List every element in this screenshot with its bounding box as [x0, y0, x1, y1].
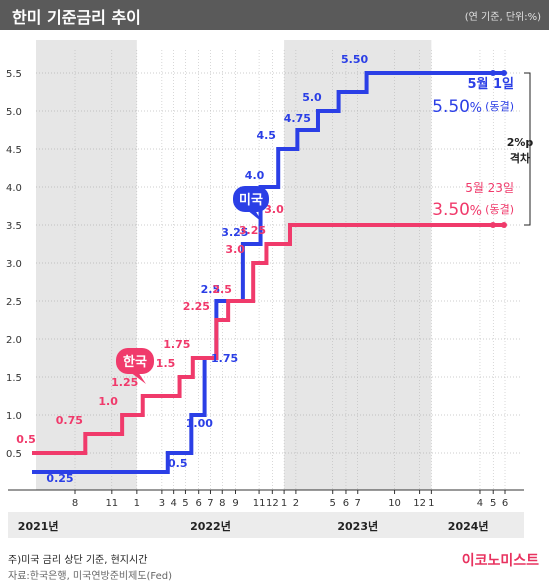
x-tick-label: 4 — [477, 498, 483, 509]
x-tick-label: 4 — [170, 498, 176, 509]
y-tick-label: 2.5 — [6, 297, 22, 308]
x-tick-label: 7 — [207, 498, 213, 509]
korea-pct: % — [470, 204, 482, 219]
data-label: 2.5 — [212, 283, 232, 296]
gap-bracket — [524, 72, 531, 226]
y-tick-label: 2.0 — [6, 335, 22, 346]
data-label: 1.25 — [111, 376, 138, 389]
us-status: (동결) — [485, 100, 514, 113]
y-tick-label: 3.0 — [6, 259, 22, 270]
korea-status: (동결) — [485, 203, 514, 216]
data-label: 0.25 — [46, 472, 73, 485]
data-label: 1.00 — [186, 417, 213, 430]
data-label: 1.75 — [211, 352, 238, 365]
x-tick-label: 1 — [134, 498, 140, 509]
unit-label: (연 기준, 단위:%) — [464, 12, 541, 23]
x-tick-label: 10 — [388, 498, 401, 509]
korea-bubble — [116, 348, 154, 374]
data-label: 5.0 — [302, 91, 322, 104]
data-label: 3.25 — [221, 226, 248, 239]
x-tick-label: 3 — [159, 498, 165, 509]
gap-value: 2%p — [507, 136, 534, 149]
year-label: 2024년 — [448, 519, 489, 533]
data-label: 3.0 — [264, 203, 284, 216]
y-tick-label: 3.5 — [6, 221, 22, 232]
y-tick-label: 5.0 — [6, 107, 22, 118]
data-label: 3.0 — [225, 243, 245, 256]
us-bubble — [233, 186, 269, 212]
y-tick-label: 4.0 — [6, 183, 22, 194]
x-tick-label: 12 — [413, 498, 426, 509]
x-tick-label: 11 — [253, 498, 266, 509]
x-tick-label: 8 — [219, 498, 225, 509]
data-label: 0.5 — [16, 433, 36, 446]
series-korea-dot — [490, 222, 496, 228]
footnote: 주)미국 금리 상단 기준, 현지시간 — [8, 555, 148, 566]
x-tick-label: 12 — [266, 498, 279, 509]
y-tick-label: 4.5 — [6, 145, 22, 156]
x-tick-label: 7 — [355, 498, 361, 509]
korea-date: 5월 23일 — [465, 181, 514, 195]
series-us-dot — [490, 70, 496, 76]
korea-bubble-tail — [130, 372, 146, 384]
us-rate: 5.50 — [432, 97, 470, 117]
x-tick-label: 9 — [232, 498, 238, 509]
x-tick-label: 6 — [196, 498, 202, 509]
korea-bubble-label: 한국 — [123, 354, 147, 370]
y-tick-label: 1.5 — [6, 373, 22, 384]
x-tick-label: 11 — [105, 498, 118, 509]
data-label: 1.5 — [156, 357, 176, 370]
x-tick-label: 5 — [182, 498, 188, 509]
x-tick-label: 5 — [330, 498, 336, 509]
data-label: 4.5 — [256, 129, 276, 142]
x-tick-label: 1 — [428, 498, 434, 509]
us-pct: % — [470, 101, 482, 116]
chart-title: 한미 기준금리 추이 — [12, 8, 141, 27]
us-bubble-tail — [247, 210, 262, 222]
y-tick-label: 5.5 — [6, 69, 22, 80]
x-tick-label: 8 — [72, 498, 78, 509]
data-label: 3.25 — [239, 224, 266, 237]
data-label: 5.50 — [341, 53, 368, 66]
series-korea-line — [32, 223, 505, 455]
data-label: 0.75 — [56, 414, 83, 427]
y-tick-label: 1.0 — [6, 411, 22, 422]
brand-logo: 이코노미스트 — [461, 553, 539, 569]
data-label: 2.5 — [201, 283, 221, 296]
gap-label: 격차 — [510, 151, 531, 165]
data-label: 4.75 — [284, 112, 311, 125]
year-strip — [8, 512, 524, 538]
data-label: 2.25 — [183, 300, 210, 313]
series-korea-dot — [501, 222, 507, 228]
x-tick-label: 6 — [502, 498, 508, 509]
year-label: 2021년 — [18, 519, 59, 533]
header-bar: 한미 기준금리 추이 (연 기준, 단위:%) — [0, 0, 549, 30]
us-date: 5월 1일 — [467, 76, 514, 92]
series-us-line — [32, 71, 505, 474]
x-tick-label: 1 — [281, 498, 287, 509]
year-label: 2022년 — [190, 519, 231, 533]
korea-rate: 3.50 — [432, 200, 470, 220]
x-tick-label: 2 — [293, 498, 299, 509]
data-label: 0.5 — [168, 457, 188, 470]
series-us-dot — [501, 70, 507, 76]
us-bubble-label: 미국 — [239, 192, 263, 208]
year-label: 2023년 — [337, 519, 378, 533]
x-tick-label: 6 — [343, 498, 349, 509]
x-tick-label: 5 — [490, 498, 496, 509]
data-label: 1.0 — [98, 395, 118, 408]
y-tick-label: 0.5 — [6, 449, 22, 460]
data-label: 4.0 — [245, 169, 265, 182]
data-label: 1.75 — [163, 338, 190, 351]
